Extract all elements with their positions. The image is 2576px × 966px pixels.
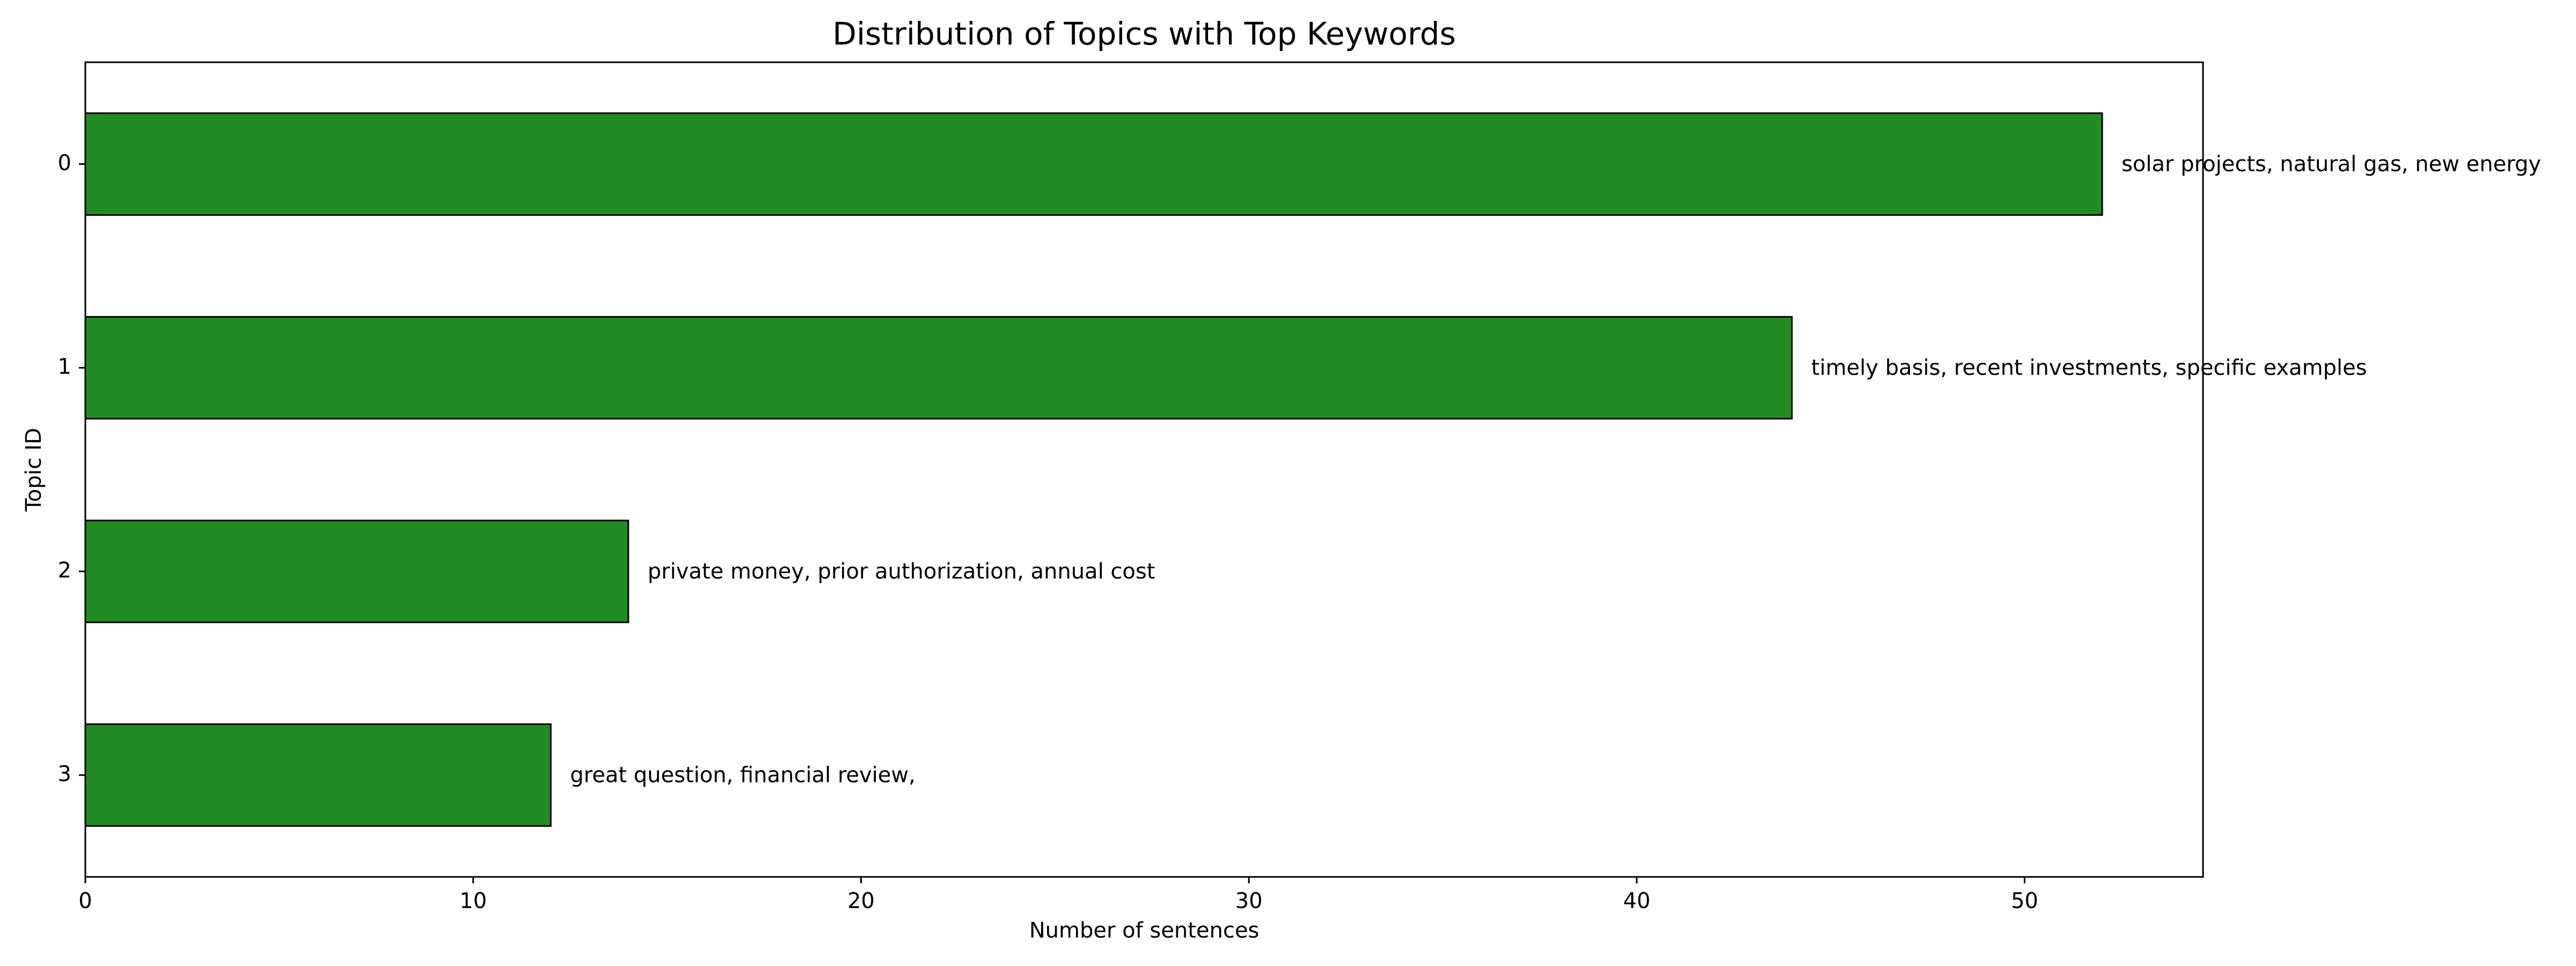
- y-tick-label: 1: [58, 354, 71, 379]
- x-tick-label: 30: [1235, 889, 1263, 913]
- bar-annotations-group: solar projects, natural gas, new energy t…: [570, 152, 2541, 788]
- x-tick-label: 40: [1623, 889, 1650, 913]
- plot-frame: [84, 61, 2204, 878]
- y-tick-label: 2: [58, 558, 71, 583]
- x-tick-label: 50: [2011, 889, 2038, 913]
- y-axis: 0 1 2 3: [58, 151, 85, 786]
- bar-annotation-2: private money, prior authorization, annu…: [648, 559, 1155, 584]
- chart-title: Distribution of Topics with Top Keywords: [832, 16, 1455, 52]
- y-axis-label: Topic ID: [21, 428, 46, 512]
- bars-group: [84, 112, 2103, 827]
- x-tick-label: 0: [78, 889, 92, 913]
- x-tick-label: 20: [847, 889, 875, 913]
- bar-topic-3: [84, 723, 552, 827]
- x-axis-label: Number of sentences: [1029, 918, 1260, 943]
- x-tick-label: 10: [459, 889, 487, 913]
- y-tick-label: 3: [58, 762, 71, 786]
- bar-annotation-0: solar projects, natural gas, new energy: [2121, 152, 2541, 177]
- x-axis: 0 10 20 30 40 50: [78, 877, 2038, 913]
- bar-annotation-3: great question, financial review,: [570, 763, 916, 787]
- y-tick-label: 0: [58, 151, 71, 175]
- bar-annotation-1: timely basis, recent investments, specif…: [1811, 355, 2367, 380]
- bar-topic-0: [84, 112, 2103, 216]
- bar-topic-2: [84, 519, 630, 624]
- bar-topic-1: [84, 316, 1793, 420]
